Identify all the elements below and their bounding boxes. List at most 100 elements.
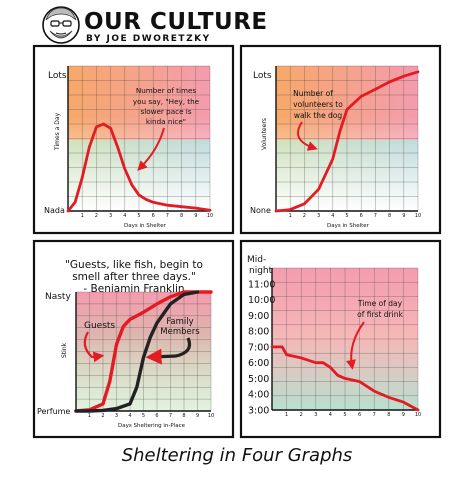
- p1-grid: 1 2 3 4 5 6 7 8 9 10: [67, 65, 213, 219]
- p1-annotation-line-4: kinda nice": [146, 117, 186, 126]
- x-tick-label: 3: [314, 412, 317, 418]
- p3-family-arrow: [145, 337, 192, 365]
- comic-title: OUR CULTURE: [84, 9, 268, 35]
- x-tick-label: 2: [95, 213, 98, 219]
- x-tick-label: 4: [128, 413, 131, 419]
- x-tick-label: 5: [343, 412, 346, 418]
- y-tick-label: 6:00: [248, 358, 269, 369]
- footer-caption: Sheltering in Four Graphs: [122, 445, 353, 466]
- p4-marks: [270, 345, 420, 412]
- x-tick-label: 1: [81, 213, 84, 219]
- data-point: [417, 70, 419, 73]
- data-point: [329, 366, 332, 369]
- data-point: [339, 130, 341, 133]
- p2-y-top-label: Lots: [253, 71, 272, 81]
- author-avatar-icon: [42, 6, 80, 44]
- data-point: [95, 126, 98, 128]
- y-tick-label: 8:00: [248, 327, 269, 338]
- data-point: [373, 390, 376, 392]
- p4-annotation: Time of day of first drink: [357, 299, 404, 319]
- x-tick-label: 3: [109, 213, 112, 219]
- data-point: [152, 201, 155, 204]
- data-point: [88, 146, 91, 149]
- series-line-2: [74, 290, 200, 413]
- data-point: [285, 353, 288, 356]
- x-tick-label: 5: [345, 213, 348, 219]
- data-point: [142, 311, 145, 314]
- x-tick-label: 1: [289, 213, 292, 219]
- data-point: [289, 208, 292, 211]
- p3-y-axis-label: Stink: [61, 342, 68, 358]
- x-tick-label: 4: [329, 412, 332, 418]
- p1-annotation-line-3: slower pace is: [140, 107, 191, 116]
- x-tick-label: 6: [358, 412, 361, 418]
- x-tick-label: 9: [196, 413, 199, 419]
- x-tick-label: 6: [155, 413, 158, 419]
- x-tick-label: 7: [166, 213, 169, 219]
- data-point: [129, 402, 131, 405]
- data-point: [156, 322, 158, 324]
- data-point: [210, 291, 212, 293]
- p1-marks: [66, 122, 212, 213]
- data-point: [102, 123, 105, 125]
- p2-annotation-line-1: Number of: [293, 89, 333, 98]
- data-point: [129, 318, 131, 321]
- data-point: [183, 291, 185, 293]
- p3-guests-label: Guests: [84, 321, 115, 331]
- x-tick-label: 3: [317, 213, 320, 219]
- x-tick-label: 10: [415, 412, 421, 418]
- data-point: [358, 380, 361, 383]
- data-point: [300, 357, 303, 359]
- x-tick-label: 5: [142, 413, 145, 419]
- y-tick-label: 11:00: [248, 279, 275, 290]
- data-point: [322, 361, 324, 364]
- p2-y-axis-label: Volunteers: [261, 118, 268, 150]
- data-point: [281, 345, 284, 348]
- data-point: [131, 184, 133, 186]
- x-tick-label: 1: [88, 413, 91, 419]
- x-tick-label: 7: [373, 412, 376, 418]
- data-point: [145, 198, 148, 201]
- header: OUR CULTURE BY JOE DWORETZKY: [42, 6, 268, 44]
- p3-quote-line-2: smell after three days.": [72, 271, 196, 283]
- panel-2: 1 2 3 4 5 6 7 8 9 10 Lots None Volunteers Days in…: [250, 65, 421, 229]
- p1-y-bottom-label: Nada: [44, 206, 65, 215]
- data-point: [183, 293, 185, 296]
- x-tick-label: 4: [123, 213, 126, 219]
- data-point: [346, 108, 348, 111]
- data-point: [402, 75, 405, 78]
- x-tick-label: 3: [115, 413, 118, 419]
- data-point: [116, 146, 119, 149]
- x-tick-label: 8: [387, 412, 390, 418]
- comic-byline: BY JOE DWORETZKY: [86, 34, 211, 44]
- data-point: [374, 88, 377, 91]
- p1-annotation: Number of times you say, "Hey, the slowe…: [133, 86, 200, 126]
- data-point: [180, 205, 183, 208]
- data-point: [331, 157, 334, 160]
- p2-annotation-line-3: walk the dog: [294, 111, 343, 120]
- data-point: [387, 396, 390, 399]
- y-tick-label: 7:00: [248, 342, 269, 353]
- data-point: [123, 168, 126, 170]
- x-tick-label: 10: [207, 213, 213, 219]
- x-tick-label: 8: [388, 213, 391, 219]
- x-tick-label: 6: [360, 213, 363, 219]
- data-point: [67, 210, 69, 212]
- x-tick-label: 5: [137, 213, 140, 219]
- x-tick-label: 4: [331, 213, 334, 219]
- p3-y-bottom-label: Perfume: [37, 407, 70, 416]
- p1-y-top-label: Lots: [48, 71, 67, 81]
- x-tick-label: 10: [415, 213, 421, 219]
- data-point: [194, 207, 197, 210]
- p1-annotation-arrow: [137, 127, 165, 171]
- p1-x-axis-label: Days in Shelter: [124, 223, 167, 229]
- y-tick-label: 3:00: [248, 406, 269, 417]
- data-point: [149, 336, 152, 339]
- p4-grid: 1 2 3 4 5 6 7 8 9 10 3:00 4:00 5:00 6:00 7:00 8:00 9:00 1…: [247, 255, 421, 418]
- p2-grid: 1 2 3 4 5 6 7 8 9 10: [275, 65, 421, 219]
- p1-y-axis-label: Times a Day: [54, 112, 61, 151]
- x-tick-label: 9: [194, 213, 197, 219]
- data-point: [336, 374, 339, 377]
- data-point: [402, 401, 405, 404]
- data-point: [317, 188, 320, 191]
